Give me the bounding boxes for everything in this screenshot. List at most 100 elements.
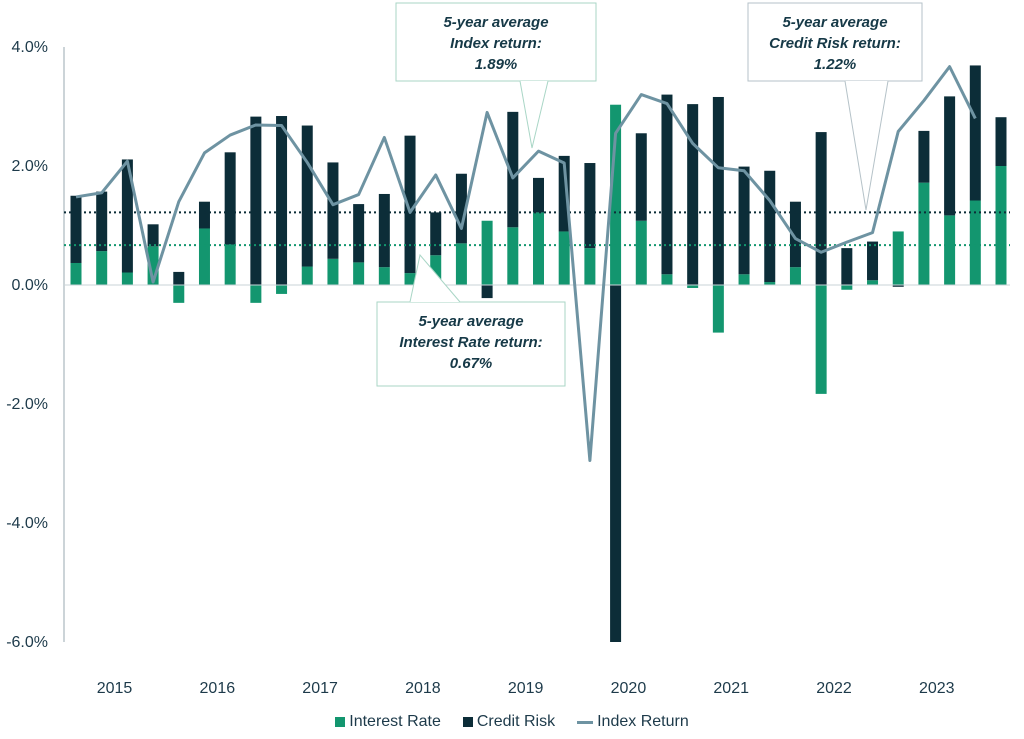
x-year-label: 2017	[302, 680, 338, 697]
credit-risk-bar	[70, 195, 82, 263]
legend-item-interest-rate: Interest Rate	[335, 713, 441, 731]
credit-risk-bar	[712, 96, 724, 285]
credit-risk-bar	[815, 132, 827, 285]
credit-risk-bar	[661, 94, 673, 275]
interest-rate-bar	[892, 231, 904, 285]
interest-rate-bar	[635, 220, 647, 285]
credit-risk-bar	[738, 166, 750, 275]
credit-risk-bar	[867, 241, 879, 281]
index-return-line	[75, 65, 977, 463]
interest-rate-bar	[944, 215, 956, 285]
callout-credit-risk-return-text: 5-year average	[782, 14, 887, 31]
interest-rate-bar	[378, 267, 390, 285]
x-year-label: 2022	[816, 680, 852, 697]
credit-risk-bar	[635, 133, 647, 221]
interest-rate-bar	[738, 274, 750, 285]
x-year-label: 2020	[611, 680, 647, 697]
credit-risk-bar	[892, 285, 904, 287]
y-tick-label: 2.0%	[12, 158, 48, 175]
y-tick-label: -4.0%	[6, 515, 48, 532]
interest-rate-bar	[661, 274, 673, 285]
interest-rate-bar	[969, 200, 981, 285]
legend-swatch-interest-rate	[335, 717, 346, 727]
credit-risk-bar	[764, 170, 776, 283]
interest-rate-bar	[815, 285, 827, 394]
callout-interest-rate-return-box	[376, 301, 566, 387]
legend-swatch-index-return	[577, 720, 594, 724]
credit-risk-bar	[404, 135, 416, 274]
interest-rate-bar	[353, 262, 365, 285]
interest-rate-bar	[147, 246, 159, 285]
credit-risk-bar	[995, 117, 1007, 166]
credit-risk-bar	[687, 104, 699, 286]
credit-risk-bar	[558, 155, 570, 232]
interest-rate-bar	[276, 285, 288, 294]
credit-risk-bar	[969, 65, 981, 201]
interest-rate-bar	[584, 248, 596, 285]
credit-risk-bar	[789, 201, 801, 268]
credit-risk-bar	[173, 271, 185, 285]
interest-rate-bar	[250, 285, 262, 303]
interest-rate-bar	[789, 267, 801, 285]
interest-rate-bar	[918, 182, 930, 285]
callout-credit-risk-return-pointer	[844, 80, 889, 211]
legend-item-index-return: Index Return	[577, 713, 689, 731]
callout-index-return-pointer	[519, 80, 549, 149]
credit-risk-bar	[507, 111, 519, 228]
credit-risk-bar	[430, 212, 442, 256]
y-tick-label: 4.0%	[12, 39, 48, 56]
interest-rate-bar	[481, 220, 493, 285]
legend-label-index-return: Index Return	[597, 713, 689, 730]
interest-rate-bar	[198, 228, 210, 285]
x-year-label: 2021	[713, 680, 749, 697]
callout-index-return-text: 5-year average	[443, 14, 548, 31]
chart: 4.0% 2.0% 0.0% -2.0% -4.0% -6.0% 2015 2016 2017 2…	[6, 2, 1010, 697]
x-year-label: 2019	[508, 680, 544, 697]
credit-risk-bar	[96, 191, 108, 252]
credit-risk-bar	[533, 177, 544, 213]
legend: Interest Rate Credit Risk Index Return	[0, 713, 1024, 731]
credit-risk-bar	[841, 248, 853, 285]
interest-rate-bar	[121, 272, 133, 285]
legend-item-credit-risk: Credit Risk	[462, 713, 556, 731]
interest-rate-bar	[327, 258, 339, 285]
credit-risk-bar	[198, 201, 210, 229]
interest-rate-bar	[455, 243, 467, 285]
credit-risk-bar	[378, 193, 390, 268]
legend-swatch-credit-risk	[462, 717, 473, 727]
legend-label-credit-risk: Credit Risk	[476, 713, 556, 730]
interest-rate-bar	[610, 104, 622, 285]
credit-risk-bar	[250, 116, 262, 286]
x-year-label: 2015	[97, 680, 133, 697]
y-tick-label: 0.0%	[12, 277, 48, 294]
callout-credit-risk-return-text: Credit Risk return:	[769, 35, 901, 52]
callout-interest-rate-return-text: 0.67%	[450, 355, 493, 372]
credit-risk-bar	[224, 152, 236, 245]
credit-risk-bar	[276, 116, 288, 286]
callout-interest-rate-return-pointer	[409, 253, 461, 303]
callout-index-return-text: 1.89%	[475, 56, 518, 73]
interest-rate-bar	[558, 231, 570, 285]
interest-rate-bar	[96, 251, 108, 285]
y-tick-label: -2.0%	[6, 396, 48, 413]
x-year-label: 2016	[200, 680, 236, 697]
credit-risk-bar	[944, 96, 956, 216]
credit-risk-bar	[455, 173, 467, 244]
legend-label-interest-rate: Interest Rate	[349, 713, 441, 730]
interest-rate-bar	[867, 280, 879, 285]
callout-credit-risk-return-box	[747, 2, 923, 82]
callout-interest-rate-return-text: 5-year average	[418, 313, 523, 330]
credit-risk-bar	[918, 130, 930, 183]
interest-rate-bar	[841, 285, 853, 290]
interest-rate-bar	[430, 255, 442, 285]
x-year-label: 2018	[405, 680, 441, 697]
y-tick-label: -6.0%	[6, 634, 48, 651]
interest-rate-bar	[301, 266, 313, 285]
credit-risk-bar	[481, 285, 493, 299]
interest-rate-bar	[712, 285, 724, 333]
callout-index-return-box	[395, 2, 597, 82]
interest-rate-bar	[173, 285, 185, 303]
credit-risk-bar	[121, 159, 133, 273]
credit-risk-bar	[327, 162, 339, 259]
credit-risk-bar	[301, 125, 313, 267]
